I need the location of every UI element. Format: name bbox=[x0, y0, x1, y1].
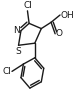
Text: N: N bbox=[13, 26, 20, 35]
Text: O: O bbox=[56, 29, 63, 38]
Text: Cl: Cl bbox=[23, 1, 32, 10]
Text: S: S bbox=[16, 47, 21, 56]
Text: Cl: Cl bbox=[2, 67, 11, 76]
Text: OH: OH bbox=[61, 11, 75, 19]
